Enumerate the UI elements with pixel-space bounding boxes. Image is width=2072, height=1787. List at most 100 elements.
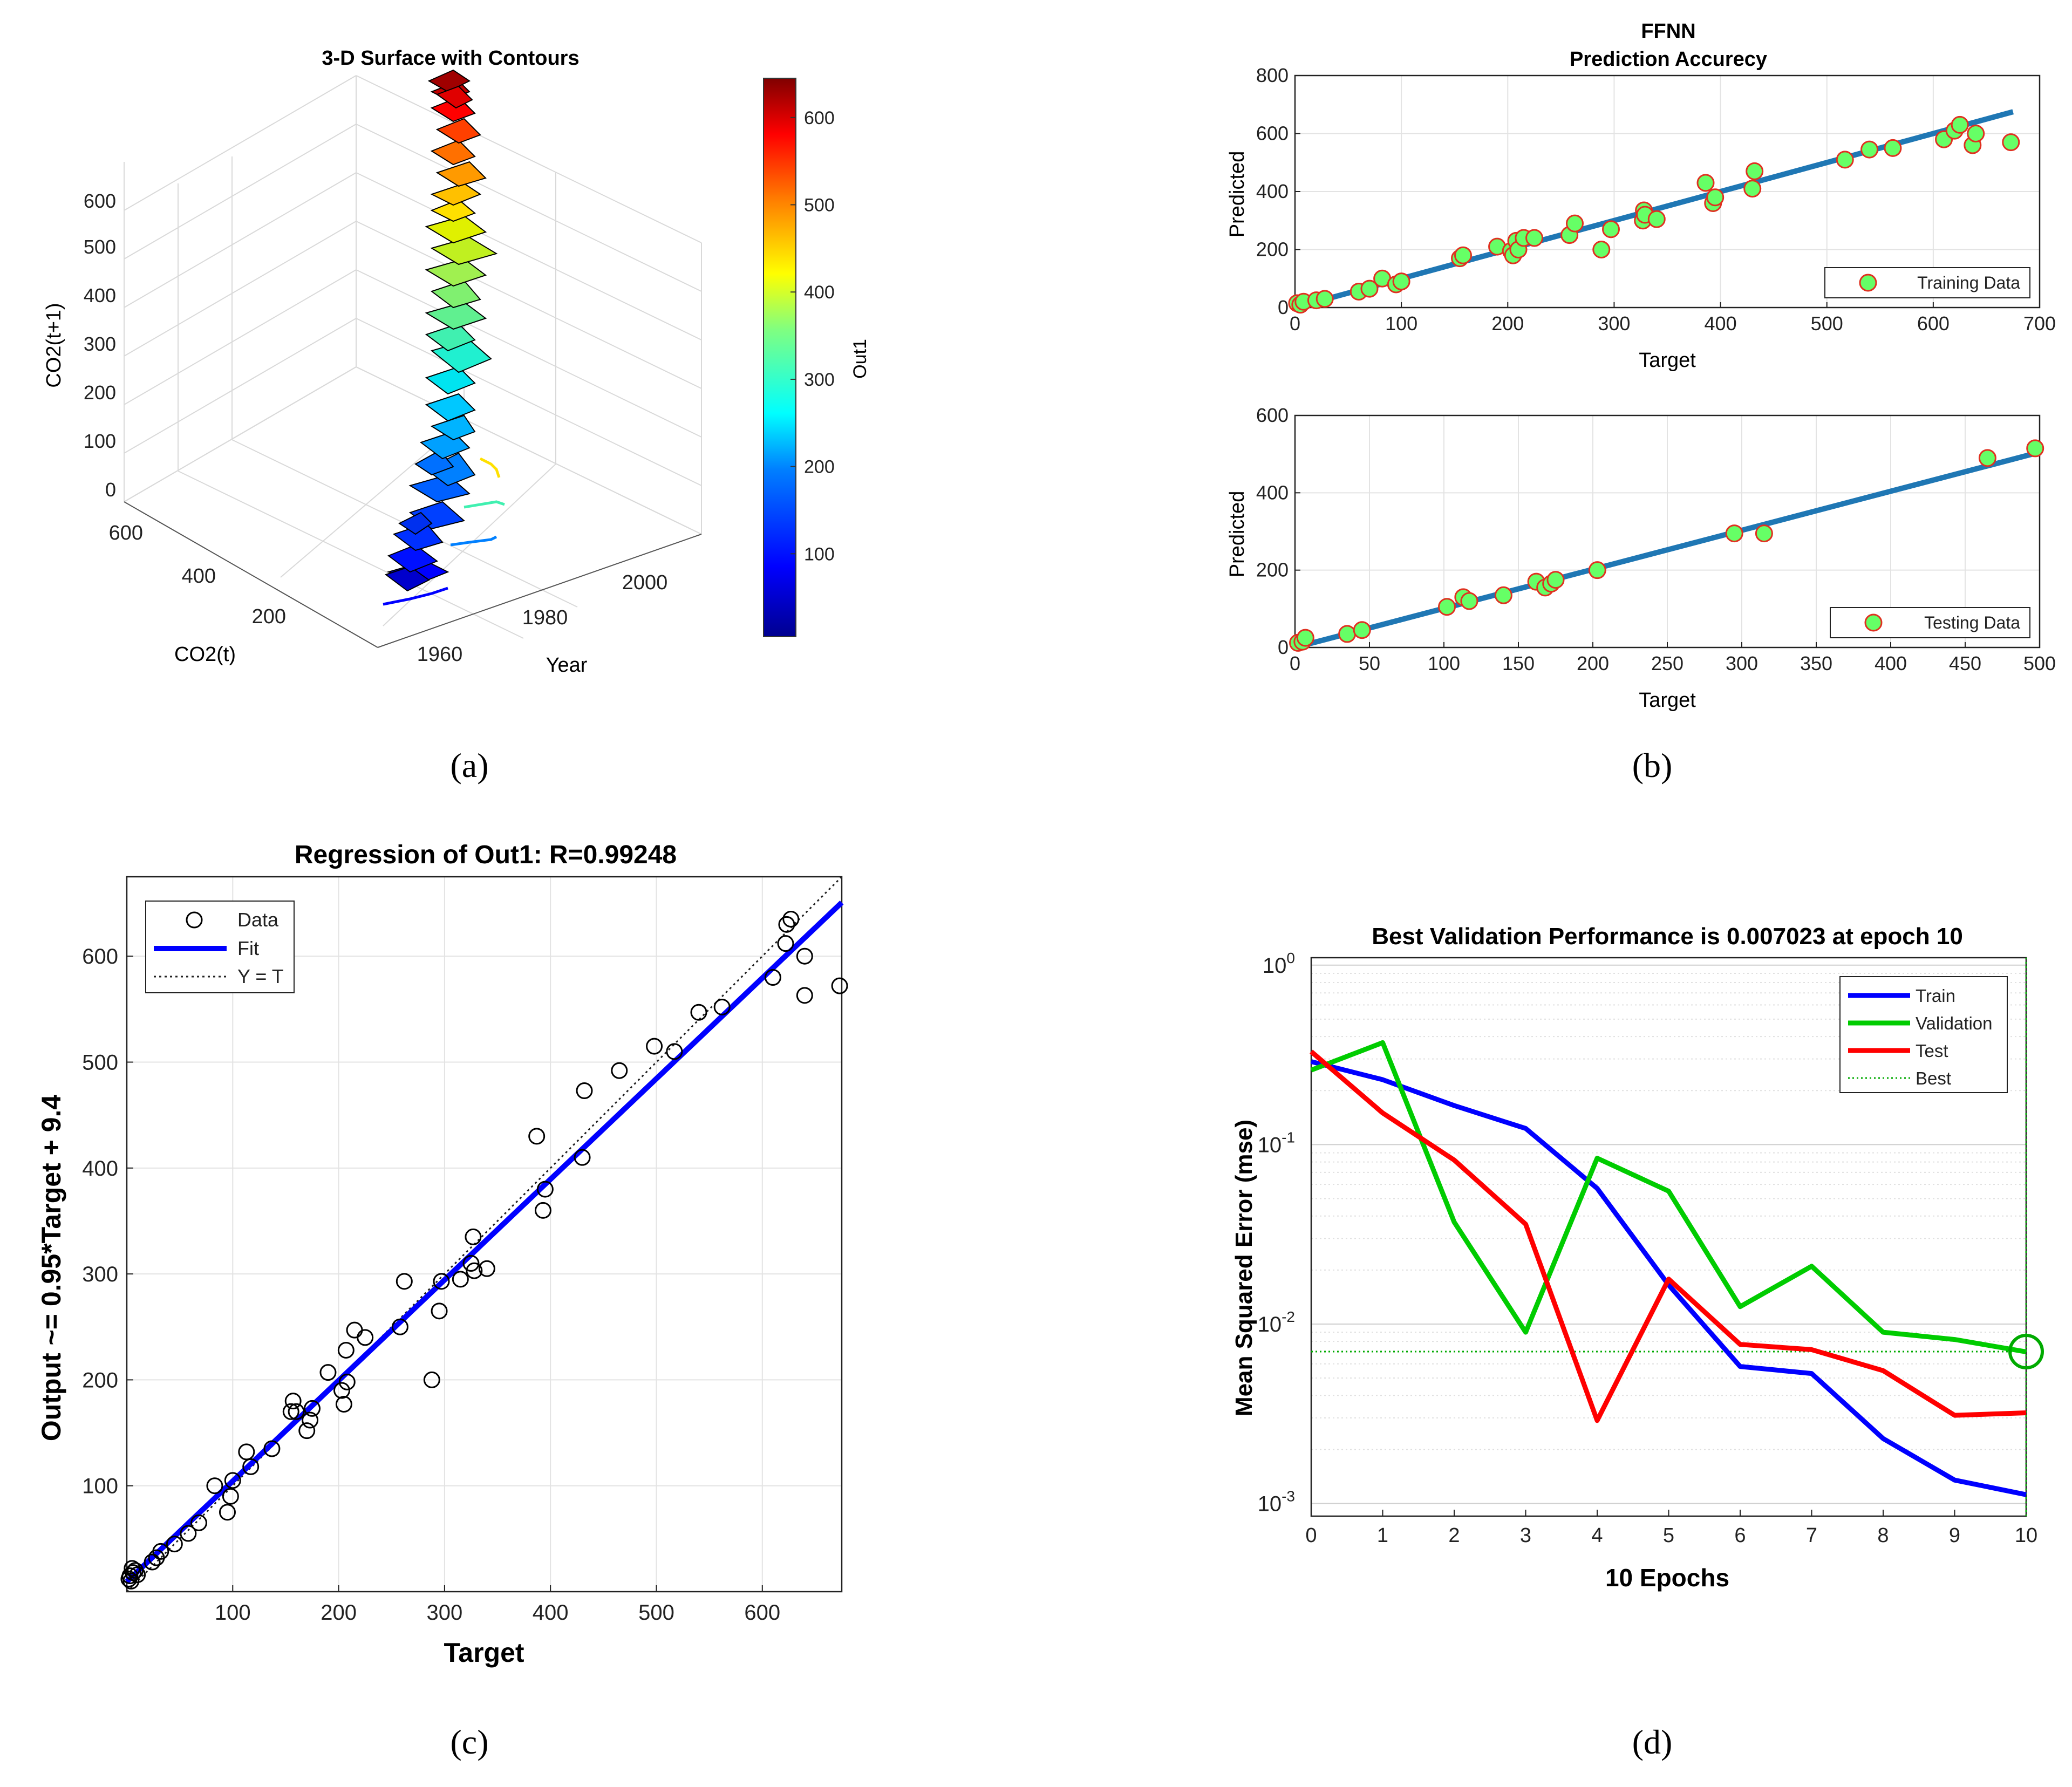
data-point	[129, 1566, 146, 1584]
panel-b-bottom: 0 50 100 150 200 250 300 350 400 450 500 0 200 400 600…	[1226, 404, 2056, 785]
panel-a: 3-D Surface with Contours	[43, 47, 870, 785]
x-tick-label: 500	[638, 1601, 674, 1625]
x-tick-label: 1	[1377, 1524, 1388, 1547]
colorbar-tick-label: 600	[804, 108, 835, 128]
data-point	[1743, 180, 1762, 198]
data-point	[764, 968, 781, 986]
d-ylabel: Mean Squared Error (mse)	[1231, 1120, 1257, 1416]
data-point	[1353, 621, 1371, 639]
b-bottom-xlabel: Target	[1639, 689, 1696, 712]
x-tick-label: 50	[1359, 652, 1380, 674]
panel-c-label: (c)	[450, 1723, 488, 1761]
data-point	[1696, 174, 1715, 192]
data-point	[144, 1553, 161, 1571]
data-point	[391, 1318, 408, 1335]
x-tick-label: 200	[321, 1601, 357, 1625]
z-tick-label: 500	[84, 236, 116, 258]
data-point	[466, 1262, 483, 1279]
co2t-tick-label: 600	[109, 522, 143, 544]
performance-plot: 10-3 10-2 10-1 100 0 1 2 3 4 5 6 7 8 9 10 Train Validati…	[1258, 950, 2044, 1547]
data-point	[1602, 220, 1620, 238]
panel-b-label: (b)	[1632, 746, 1673, 785]
y-tick-label: 800	[1256, 64, 1289, 86]
data-point	[357, 1329, 374, 1346]
x-tick-label: 6	[1734, 1524, 1746, 1547]
data-point	[1967, 125, 1985, 142]
data-point	[238, 1443, 255, 1461]
z-axis: 0 100 200 300 400 500 600	[84, 190, 116, 501]
panel-d: Best Validation Performance is 0.007023 …	[1231, 923, 2044, 1761]
x-tick-label: 400	[533, 1601, 569, 1625]
data-point	[1316, 290, 1334, 308]
y-tick-label: 500	[82, 1051, 118, 1075]
data-point	[333, 1382, 350, 1399]
x-tick-label: 0	[1290, 652, 1300, 674]
z-tick-label: 400	[84, 284, 116, 306]
x-tick-label: 0	[1305, 1524, 1317, 1547]
data-point	[219, 1504, 236, 1521]
data-point	[396, 1273, 413, 1290]
z-tick-label: 0	[105, 479, 116, 501]
x-tick-label: 100	[215, 1601, 251, 1625]
colorbar-tick-label: 200	[804, 457, 835, 478]
legend-label: Validation	[1916, 1013, 1993, 1033]
data-point	[713, 998, 731, 1015]
legend-label: Y = T	[237, 965, 284, 987]
data-point	[224, 1472, 241, 1489]
legend-label: Train	[1916, 986, 1955, 1006]
data-point	[1725, 524, 1743, 543]
data-point	[1460, 592, 1478, 610]
data-point	[1438, 598, 1456, 616]
data-point	[576, 1082, 593, 1100]
colorbar-gradient	[763, 78, 796, 637]
data-point	[452, 1271, 469, 1288]
train-scatter-plot: 0 100 200 300 400 500 600 700 0 200 400 600 800 Train…	[1256, 64, 2056, 335]
data-point	[646, 1038, 663, 1055]
data-point	[304, 1400, 321, 1417]
year-tick-label: 1960	[417, 643, 463, 666]
best-marker	[2008, 1333, 2044, 1369]
panel-d-title: Best Validation Performance is 0.007023 …	[1372, 923, 1963, 950]
data-point	[666, 1043, 683, 1060]
legend-box	[1824, 267, 2030, 298]
fit-line	[125, 901, 844, 1584]
c-ylabel: Output ~= 0.95*Target + 9.4	[36, 1095, 66, 1442]
data-point	[1592, 241, 1611, 258]
legend-marker	[1859, 274, 1877, 292]
x-tick-label: 200	[1577, 652, 1609, 674]
colorbar-label: Out1	[850, 339, 870, 379]
data-point	[2002, 133, 2020, 152]
x-tick-label: 400	[1875, 652, 1907, 674]
x-tick-label: 500	[1811, 312, 1843, 335]
year-tick-label: 1980	[522, 606, 568, 629]
surface-contours	[383, 457, 505, 606]
y-tick-label: 200	[82, 1368, 118, 1392]
data-point	[1588, 561, 1606, 579]
legend-label: Best	[1916, 1068, 1951, 1088]
data-point	[121, 1567, 139, 1585]
y-tick-label: 100	[82, 1475, 118, 1498]
y-tick-label: 10-2	[1258, 1308, 1295, 1336]
data-point	[465, 1228, 482, 1245]
x-tick-label: 400	[1705, 312, 1737, 335]
panel-a-title: 3-D Surface with Contours	[322, 47, 579, 70]
data-point	[534, 1202, 551, 1219]
data-point	[338, 1373, 356, 1390]
z-tick-label: 200	[84, 381, 116, 404]
data-point	[1755, 524, 1773, 543]
data-point	[282, 1403, 299, 1420]
data-point	[166, 1536, 183, 1553]
x-tick-label: 2	[1448, 1524, 1460, 1547]
data-point	[190, 1514, 207, 1531]
z-tick-label: 300	[84, 333, 116, 355]
legend-label: Test	[1916, 1041, 1948, 1061]
y-tick-label: 600	[1256, 404, 1289, 426]
data-point	[2026, 439, 2044, 458]
data-point	[1951, 115, 1969, 134]
data-point	[263, 1440, 281, 1457]
data-point	[302, 1411, 319, 1429]
x-tick-label: 300	[1598, 312, 1630, 335]
panel-c: Regression of Out1: R=0.99248 100 200 300 4…	[36, 841, 848, 1761]
series-line-validation	[1310, 1040, 2027, 1354]
